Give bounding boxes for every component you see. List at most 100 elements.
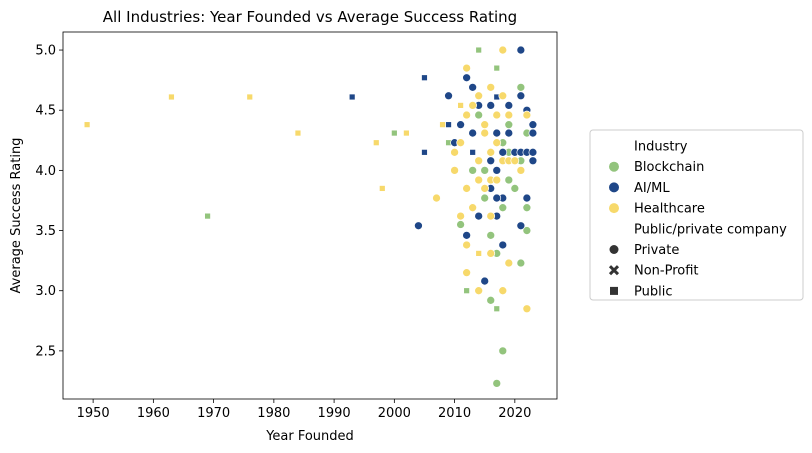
data-point bbox=[486, 83, 496, 92]
data-point bbox=[474, 156, 484, 166]
data-point bbox=[516, 91, 526, 101]
data-point bbox=[480, 184, 490, 193]
data-point bbox=[468, 128, 478, 138]
series-healthcare bbox=[84, 45, 532, 314]
data-point bbox=[516, 221, 526, 231]
data-point bbox=[462, 73, 471, 83]
data-point bbox=[464, 288, 470, 294]
data-point bbox=[528, 156, 538, 166]
data-point bbox=[510, 184, 520, 193]
data-point bbox=[444, 91, 453, 101]
legend: Industry Blockchain AI/ML Healthcare Public/… bbox=[589, 129, 804, 301]
chart-title: All Industries: Year Founded vs Average … bbox=[103, 8, 517, 26]
legend-marker bbox=[608, 265, 620, 276]
data-point bbox=[498, 147, 508, 157]
data-point bbox=[421, 149, 428, 155]
plot-frame bbox=[62, 31, 558, 400]
data-point bbox=[486, 211, 496, 221]
data-point bbox=[450, 147, 459, 157]
legend-marker bbox=[610, 286, 618, 295]
data-point bbox=[432, 193, 441, 203]
data-point bbox=[450, 166, 459, 175]
data-point bbox=[504, 258, 514, 268]
legend-title: Industry bbox=[634, 140, 688, 155]
data-point bbox=[492, 166, 502, 175]
data-point bbox=[84, 122, 90, 128]
data-point bbox=[522, 193, 532, 203]
y-tick-label: 4.5 bbox=[35, 104, 56, 119]
x-tick-label: 1960 bbox=[137, 406, 170, 421]
data-point bbox=[480, 128, 490, 138]
data-point bbox=[462, 110, 471, 120]
data-point bbox=[480, 166, 490, 175]
data-point bbox=[445, 140, 452, 146]
y-tick-label: 2.5 bbox=[35, 344, 56, 359]
data-point bbox=[486, 156, 496, 166]
y-tick-label: 3.0 bbox=[35, 284, 56, 299]
data-point bbox=[349, 94, 355, 100]
data-point bbox=[498, 45, 508, 55]
data-point bbox=[516, 45, 526, 55]
data-point bbox=[480, 276, 490, 286]
data-point bbox=[516, 83, 526, 92]
data-point bbox=[486, 231, 496, 240]
data-point bbox=[474, 286, 484, 296]
data-point bbox=[468, 166, 478, 175]
data-point bbox=[522, 110, 532, 120]
legend-label: Non-Profit bbox=[634, 264, 699, 279]
data-point bbox=[391, 130, 397, 136]
legend-marker bbox=[609, 203, 619, 214]
x-tick-label: 1980 bbox=[257, 406, 290, 421]
data-point bbox=[504, 101, 514, 110]
data-point bbox=[486, 295, 496, 305]
data-point bbox=[468, 203, 478, 213]
x-tick-label: 2010 bbox=[438, 406, 471, 421]
data-point bbox=[498, 286, 508, 296]
data-point bbox=[486, 147, 496, 157]
series-ai-ml bbox=[349, 45, 538, 286]
data-point bbox=[414, 221, 423, 231]
legend-label: Blockchain bbox=[634, 160, 704, 175]
data-point bbox=[480, 120, 490, 130]
data-point bbox=[480, 193, 490, 203]
x-axis: 1950 1960 1970 1980 1990 2000 2010 2020 bbox=[77, 399, 531, 421]
legend-title: Public/private company bbox=[634, 222, 787, 237]
y-axis-label: Average Success Rating bbox=[9, 138, 24, 294]
data-point bbox=[470, 149, 476, 155]
legend-label: Private bbox=[634, 243, 679, 258]
data-point bbox=[498, 240, 508, 250]
y-tick-label: 4.0 bbox=[35, 164, 56, 179]
data-point bbox=[510, 156, 520, 166]
data-point bbox=[458, 102, 464, 108]
y-tick-label: 3.5 bbox=[35, 224, 56, 239]
data-point bbox=[492, 379, 502, 388]
data-point bbox=[516, 258, 526, 268]
data-point bbox=[528, 128, 538, 138]
data-point bbox=[528, 120, 538, 130]
x-tick-label: 1990 bbox=[318, 406, 351, 421]
data-point bbox=[486, 249, 496, 258]
data-point bbox=[498, 346, 508, 356]
data-point bbox=[492, 128, 502, 138]
y-tick-label: 5.0 bbox=[35, 44, 56, 59]
data-point bbox=[504, 120, 514, 130]
data-point bbox=[373, 140, 379, 146]
data-point bbox=[474, 211, 484, 221]
x-tick-label: 1970 bbox=[197, 406, 230, 421]
data-point bbox=[456, 211, 465, 221]
data-point bbox=[456, 220, 465, 229]
legend-label: Healthcare bbox=[634, 202, 705, 217]
data-point bbox=[522, 226, 532, 235]
y-axis: 2.5 3.0 3.5 4.0 4.5 5.0 bbox=[35, 44, 63, 359]
data-point bbox=[445, 122, 452, 128]
data-point bbox=[474, 91, 484, 101]
data-point bbox=[462, 240, 471, 250]
data-point bbox=[462, 231, 471, 240]
legend-marker bbox=[609, 245, 619, 254]
data-point bbox=[421, 75, 428, 81]
x-tick-label: 1950 bbox=[77, 406, 110, 421]
data-point bbox=[486, 101, 496, 110]
x-tick-label: 2000 bbox=[378, 406, 411, 421]
data-point bbox=[492, 175, 502, 185]
